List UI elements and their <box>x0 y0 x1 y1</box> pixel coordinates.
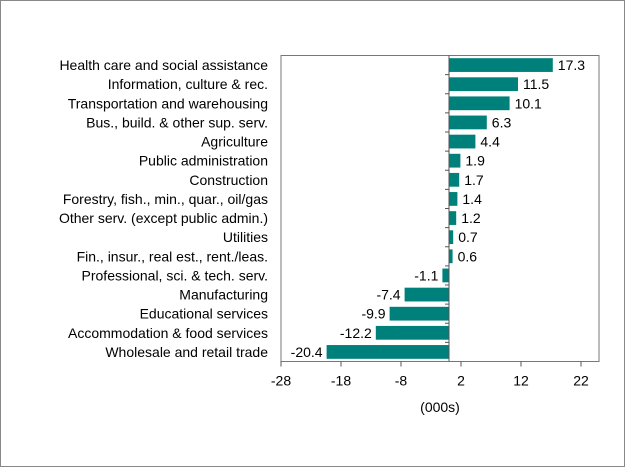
category-label: Public administration <box>139 153 268 169</box>
x-tick-label: 22 <box>573 373 589 389</box>
bar <box>389 306 449 321</box>
data-label: -9.9 <box>361 306 385 322</box>
bar <box>375 325 449 340</box>
category-label: Educational services <box>140 306 268 322</box>
bar <box>449 58 553 72</box>
data-label: 1.4 <box>462 191 482 207</box>
x-tick-label: -28 <box>271 373 291 389</box>
data-label: 1.7 <box>464 172 484 188</box>
bar <box>449 96 510 111</box>
bar <box>326 345 449 359</box>
category-label: Agriculture <box>201 134 268 150</box>
data-label: 11.5 <box>523 76 549 92</box>
data-label: -7.4 <box>376 287 400 303</box>
data-label: 4.4 <box>480 134 500 150</box>
data-label: 6.3 <box>492 114 512 130</box>
bar <box>449 192 458 206</box>
bar <box>449 134 476 149</box>
category-label: Information, culture & rec. <box>108 76 268 92</box>
category-label: Health care and social assistance <box>59 57 268 73</box>
category-label: Forestry, fish., min., quar., oil/gas <box>63 191 268 207</box>
data-label: -20.4 <box>291 344 323 360</box>
bar <box>449 211 457 225</box>
x-tick-label: 12 <box>513 373 529 389</box>
category-label: Professional, sci. & tech. serv. <box>82 267 268 283</box>
category-label: Transportation and warehousing <box>68 95 268 111</box>
category-label: Utilities <box>223 229 268 245</box>
data-label: 17.3 <box>558 57 585 73</box>
plot-frame <box>280 55 600 362</box>
bar <box>449 115 487 130</box>
data-label: -1.1 <box>414 267 438 283</box>
bar <box>404 287 449 302</box>
category-label: Wholesale and retail trade <box>105 344 268 360</box>
bar <box>449 153 461 168</box>
category-label: Accommodation & food services <box>68 325 268 341</box>
category-label: Fin., insur., real est., rent./leas. <box>77 248 268 264</box>
data-label: 1.2 <box>461 210 481 226</box>
category-label: Manufacturing <box>179 287 268 303</box>
x-tick-label: -18 <box>331 373 351 389</box>
data-label: 10.1 <box>515 95 542 111</box>
data-label: 1.9 <box>465 153 485 169</box>
category-label: Other serv. (except public admin.) <box>59 210 268 226</box>
bar <box>449 172 460 187</box>
bar <box>449 249 453 264</box>
x-tick-label: 2 <box>457 373 465 389</box>
bar <box>449 230 454 245</box>
category-label: Bus., build. & other sup. serv. <box>86 114 268 130</box>
data-label: -12.2 <box>340 325 372 341</box>
data-label: 0.6 <box>458 248 478 264</box>
x-tick-label: -8 <box>395 373 408 389</box>
data-label: 0.7 <box>458 229 478 245</box>
bar <box>449 77 518 92</box>
category-label: Construction <box>189 172 268 188</box>
x-axis-label: (000s) <box>420 399 460 415</box>
bar <box>442 268 449 283</box>
